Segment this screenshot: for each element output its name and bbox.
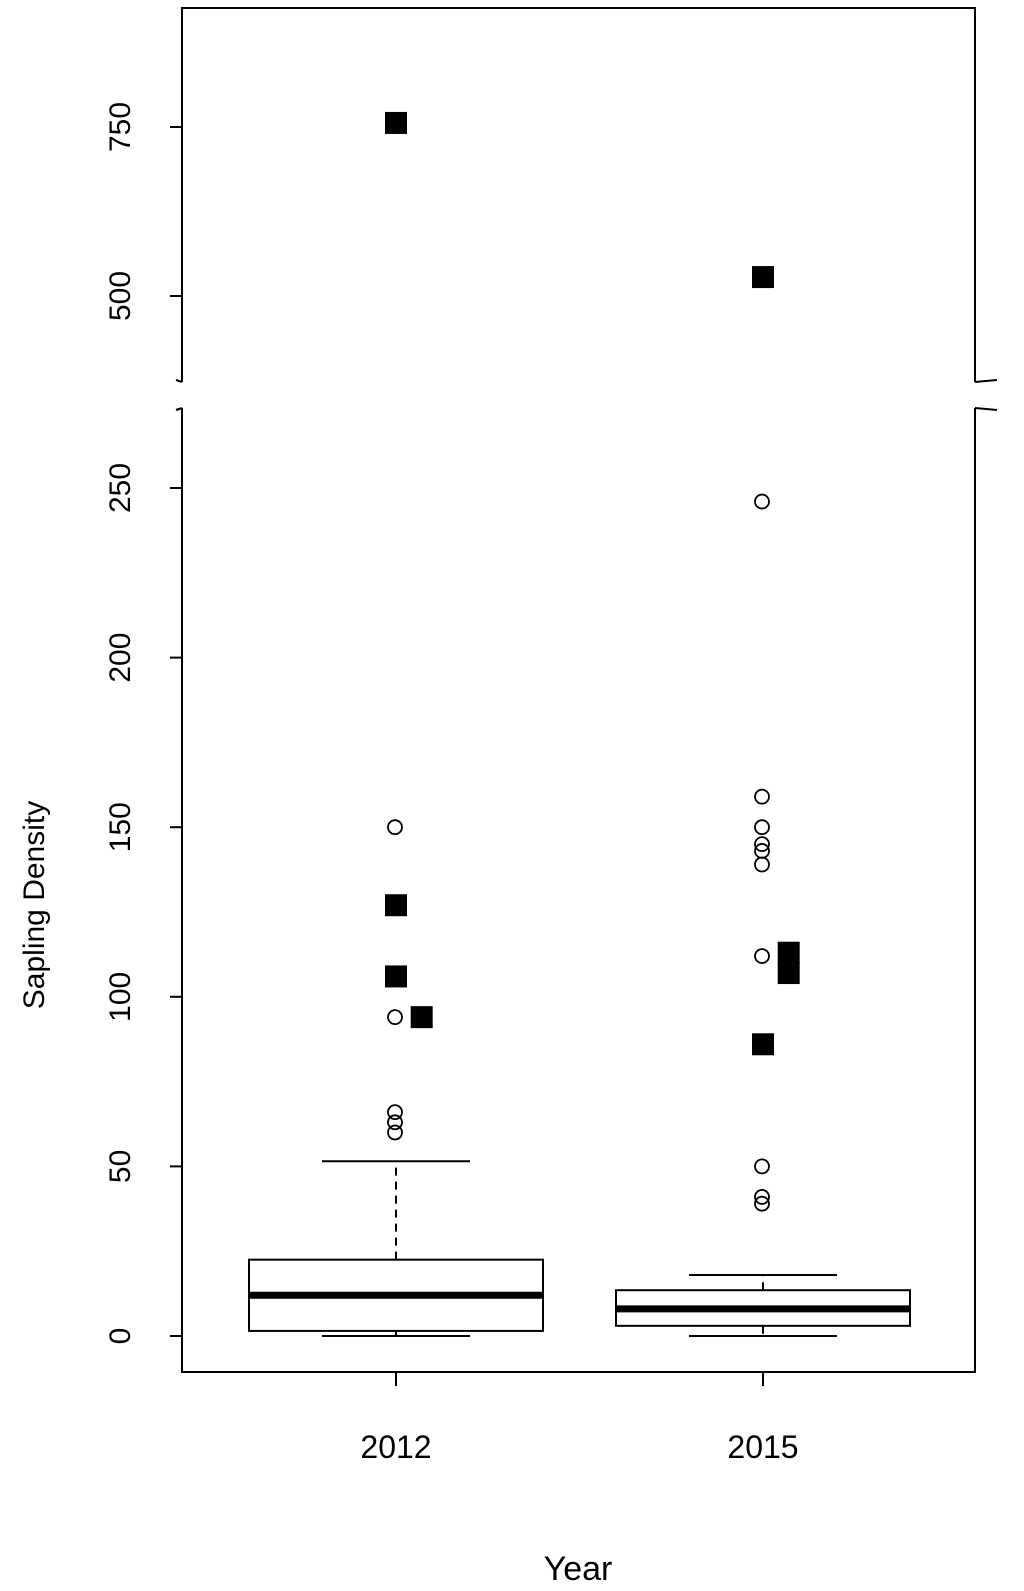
highlight-square: [777, 941, 800, 964]
outlier-point: [387, 1124, 403, 1141]
y-axis-label: Sapling Density: [18, 801, 51, 1009]
outlier-point: [754, 1189, 770, 1205]
x-axis-label: Year: [544, 1550, 613, 1588]
y-tick-label: 250: [104, 463, 137, 513]
highlight-square: [752, 1033, 774, 1056]
highlight-square: [385, 111, 407, 134]
highlighted-points: [385, 111, 800, 1056]
y-tick-label: 750: [104, 102, 137, 152]
break-mark: [175, 379, 183, 383]
highlight-square: [385, 965, 407, 988]
break-mark: [974, 407, 998, 411]
outlier-point: [754, 819, 770, 836]
break-mark: [974, 379, 998, 383]
x-tick-label: 2012: [360, 1429, 431, 1465]
y-tick-label: 500: [104, 271, 137, 321]
boxes: [248, 1160, 911, 1337]
outlier-point: [754, 493, 770, 510]
box-2012: [248, 1160, 544, 1337]
lower-panel-border: [181, 408, 976, 1373]
highlight-square: [410, 1006, 433, 1029]
y-tick-label: 0: [104, 1328, 137, 1345]
outlier-point: [754, 843, 770, 859]
x-axis: 2012 2015: [360, 1372, 799, 1465]
outlier-point: [754, 856, 770, 873]
upper-panel-border: [181, 7, 976, 382]
outlier-point: [754, 788, 770, 805]
outlier-point: [387, 819, 403, 836]
highlight-square: [752, 266, 774, 289]
x-tick-label: 2015: [727, 1429, 798, 1465]
plot-frame: [175, 7, 998, 1373]
outlier-point: [754, 1195, 770, 1212]
outlier-point: [754, 948, 770, 964]
y-tick-label: 200: [104, 633, 137, 683]
y-tick-label: 100: [104, 972, 137, 1022]
highlight-square: [385, 894, 407, 917]
outlier-point: [754, 1158, 770, 1175]
y-tick-label: 50: [104, 1150, 137, 1183]
y-axis: 0 50 100 150 200 250 500 750: [104, 102, 182, 1344]
outlier-points: [387, 493, 770, 1212]
y-tick-label: 150: [104, 802, 137, 852]
break-mark: [175, 407, 183, 411]
outlier-point: [387, 1009, 403, 1026]
outlier-point: [387, 1114, 403, 1131]
outlier-point: [387, 1104, 403, 1121]
box-2015: [615, 1273, 911, 1337]
outlier-point: [754, 836, 770, 853]
highlight-square: [777, 962, 800, 985]
